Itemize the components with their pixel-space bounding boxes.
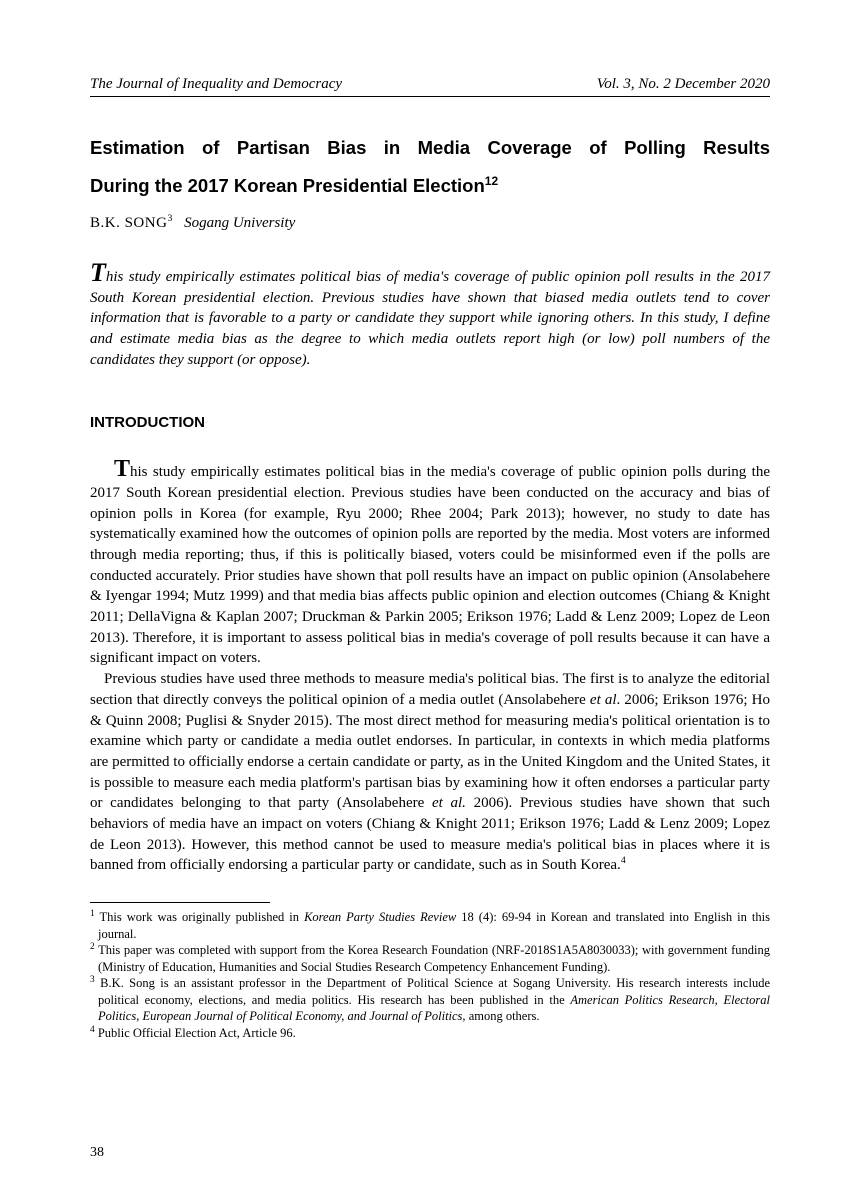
body-dropcap: T — [114, 456, 130, 482]
paragraph-1: This study empirically estimates politic… — [90, 457, 770, 669]
author-name: B.K. SONG — [90, 215, 167, 231]
title-footnote-marker: 12 — [485, 174, 498, 188]
abstract-text: his study empirically estimates politica… — [90, 269, 770, 368]
body-text: This study empirically estimates politic… — [90, 457, 770, 876]
fn1-pre: This work was originally published in — [95, 910, 304, 924]
journal-name: The Journal of Inequality and Democracy — [90, 76, 342, 93]
footnote-2: 2 This paper was completed with support … — [90, 942, 770, 975]
fn4-text: Public Official Election Act, Article 96… — [95, 1026, 296, 1040]
fn2-text: This paper was completed with support fr… — [95, 943, 770, 974]
byline: B.K. SONG3 Sogang University — [90, 215, 770, 232]
abstract: This study empirically estimates politic… — [90, 260, 770, 370]
article-title-block: Estimation of Partisan Bias in Media Cov… — [90, 129, 770, 205]
author-footnote-marker: 3 — [167, 213, 172, 224]
footnote-1: 1 This work was originally published in … — [90, 909, 770, 942]
paragraph-1-text: his study empirically estimates politica… — [90, 464, 770, 666]
page-number: 38 — [90, 1145, 104, 1161]
running-header: The Journal of Inequality and Democracy … — [90, 76, 770, 97]
author-affiliation: Sogang University — [184, 215, 295, 231]
fn3-post: among others. — [466, 1009, 540, 1023]
paragraph-2-mid: . 2006; Erikson 1976; Ho & Quinn 2008; P… — [90, 692, 770, 811]
body-footnote-marker: 4 — [621, 855, 626, 866]
footnotes-divider — [90, 902, 270, 903]
footnote-3: 3 B.K. Song is an assistant professor in… — [90, 975, 770, 1025]
footnotes: 1 This work was originally published in … — [90, 909, 770, 1041]
title-line-2: During the 2017 Korean Presidential Elec… — [90, 175, 485, 196]
abstract-dropcap: T — [90, 258, 106, 287]
article-title: Estimation of Partisan Bias in Media Cov… — [90, 129, 770, 205]
etal-2: et al. — [432, 795, 466, 811]
fn1-italic: Korean Party Studies Review — [304, 910, 456, 924]
etal-1: et al — [590, 692, 617, 708]
issue-info: Vol. 3, No. 2 December 2020 — [597, 76, 770, 93]
footnote-4: 4 Public Official Election Act, Article … — [90, 1025, 770, 1042]
title-line-1: Estimation of Partisan Bias in Media Cov… — [90, 137, 770, 158]
paragraph-2: Previous studies have used three methods… — [90, 669, 770, 876]
section-heading-introduction: INTRODUCTION — [90, 414, 770, 431]
